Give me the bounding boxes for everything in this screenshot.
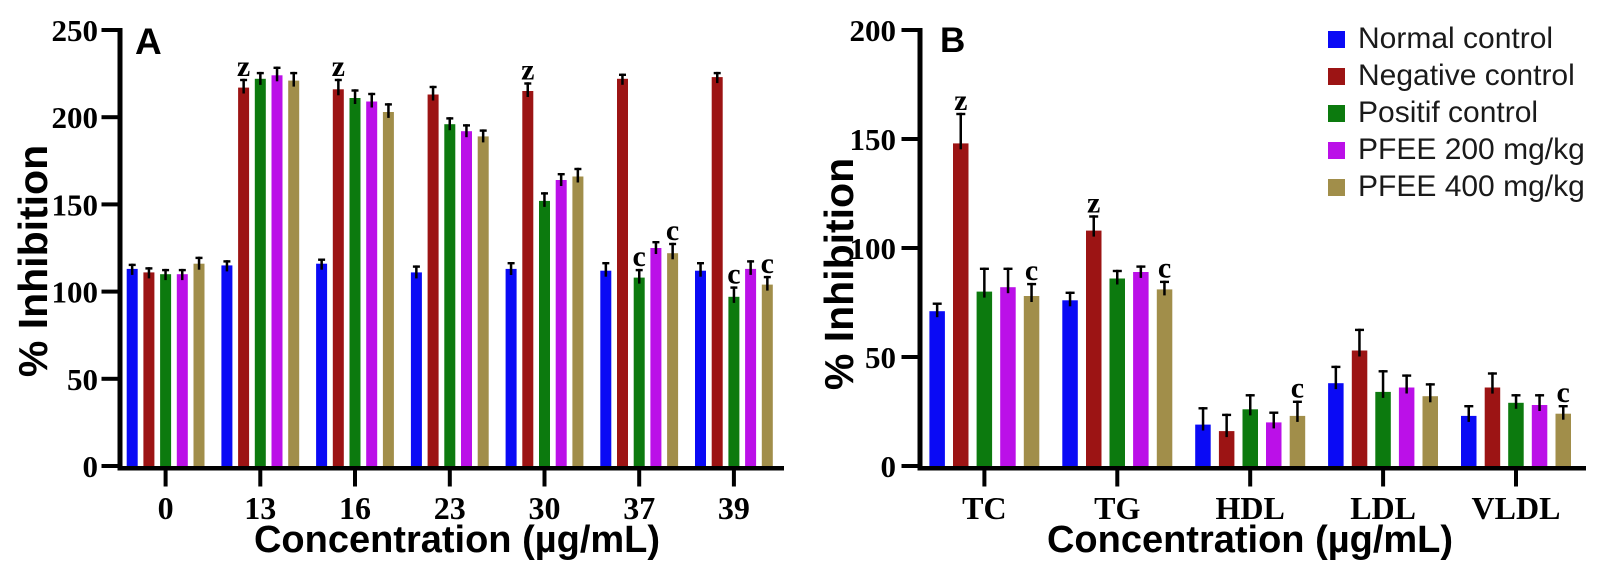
- svg-text:37: 37: [623, 490, 655, 526]
- svg-text:c: c: [666, 214, 679, 247]
- svg-text:c: c: [1158, 252, 1171, 285]
- svg-text:Concentration (µg/mL): Concentration (µg/mL): [254, 519, 660, 561]
- svg-text:c: c: [1291, 372, 1304, 405]
- svg-text:c: c: [1025, 254, 1038, 287]
- svg-text:HDL: HDL: [1216, 490, 1285, 526]
- svg-text:100: 100: [850, 231, 897, 266]
- svg-text:16: 16: [339, 490, 371, 526]
- svg-text:PFEE 400 mg/kg: PFEE 400 mg/kg: [1358, 170, 1585, 203]
- svg-text:200: 200: [52, 100, 99, 135]
- svg-text:% Inhibition: % Inhibition: [10, 145, 56, 377]
- svg-text:z: z: [1087, 186, 1100, 219]
- svg-text:100: 100: [52, 275, 99, 310]
- svg-text:0: 0: [83, 449, 99, 484]
- svg-text:30: 30: [529, 490, 561, 526]
- svg-text:c: c: [727, 257, 740, 290]
- svg-text:Normal control: Normal control: [1358, 22, 1553, 55]
- svg-text:Concentration (µg/mL): Concentration (µg/mL): [1047, 519, 1453, 561]
- svg-text:c: c: [633, 240, 646, 273]
- svg-text:Negative control: Negative control: [1358, 59, 1575, 92]
- svg-text:50: 50: [865, 340, 896, 375]
- svg-text:A: A: [135, 21, 162, 62]
- svg-text:z: z: [237, 50, 250, 83]
- svg-text:200: 200: [850, 13, 897, 48]
- svg-text:TG: TG: [1094, 490, 1140, 526]
- svg-text:23: 23: [434, 490, 466, 526]
- svg-text:z: z: [332, 50, 345, 83]
- svg-text:250: 250: [52, 13, 99, 48]
- svg-text:150: 150: [52, 187, 99, 222]
- svg-text:PFEE 200 mg/kg: PFEE 200 mg/kg: [1358, 133, 1585, 166]
- svg-text:0: 0: [881, 449, 897, 484]
- svg-text:B: B: [940, 21, 965, 60]
- svg-text:c: c: [761, 247, 774, 280]
- svg-text:Positif control: Positif control: [1358, 96, 1538, 129]
- svg-text:c: c: [1557, 376, 1570, 409]
- svg-text:z: z: [954, 84, 967, 117]
- svg-text:LDL: LDL: [1350, 490, 1416, 526]
- svg-text:39: 39: [718, 490, 750, 526]
- svg-text:% Inhibition: % Inhibition: [816, 158, 862, 390]
- svg-text:z: z: [521, 53, 534, 86]
- svg-text:50: 50: [67, 362, 98, 397]
- svg-text:VLDL: VLDL: [1472, 490, 1561, 526]
- svg-text:0: 0: [158, 490, 174, 526]
- svg-text:TC: TC: [962, 490, 1006, 526]
- svg-text:150: 150: [850, 122, 897, 157]
- svg-text:13: 13: [244, 490, 276, 526]
